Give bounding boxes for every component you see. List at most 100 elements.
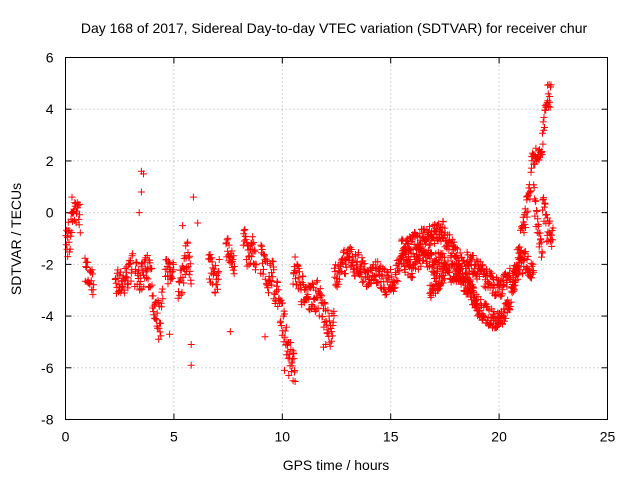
x-tick-label: 15 [383,429,399,445]
data-point [452,244,460,252]
data-point [348,246,356,253]
data-point [304,290,312,298]
data-point-outlier [285,372,293,379]
data-point [153,316,161,324]
data-point [318,313,326,321]
data-point [68,229,76,236]
data-point [282,323,290,331]
data-point [524,264,532,272]
data-point [429,234,437,242]
data-point [214,285,221,293]
data-point [524,207,532,215]
data-point [540,194,548,202]
data-point [477,296,485,304]
data-point [143,274,151,282]
data-point [527,187,535,195]
data-point [426,223,433,231]
data-point [547,231,555,239]
data-point-outlier [68,193,76,201]
data-point [267,277,275,285]
data-point [430,264,438,272]
data-point [148,265,156,272]
data-point [426,241,434,249]
data-point [335,280,343,288]
data-point [547,81,555,89]
data-point [274,286,282,294]
data-point [510,282,518,290]
data-point [63,233,71,241]
data-point [325,317,333,325]
y-tick-label: 0 [46,205,54,221]
data-point [324,306,332,314]
data-point [549,236,557,244]
data-point [277,317,285,325]
data-point-outlier [189,193,197,201]
data-point [180,279,188,287]
data-point [168,275,176,282]
data-point [121,265,129,272]
data-point [67,232,75,240]
data-point [488,269,496,277]
data-point [265,289,272,297]
data-point [89,270,96,278]
data-point [539,206,547,214]
data-point [185,271,193,279]
data-point [186,252,194,260]
data-point [538,151,546,159]
data-point [227,258,235,266]
data-point [468,283,476,291]
data-point [506,303,514,310]
data-point [266,261,274,269]
data-point [81,254,89,262]
data-point [229,255,237,263]
data-point [530,268,538,276]
data-point [127,257,134,265]
data-point [520,229,528,237]
data-point [450,238,458,246]
x-tick-label: 5 [170,429,178,445]
data-point-outlier [179,222,187,230]
data-point [444,257,452,265]
data-point [152,315,160,323]
data-point [252,261,260,269]
data-point [400,249,408,257]
data-point [540,113,548,121]
data-point [184,249,192,256]
data-point [390,287,397,295]
data-point [258,246,266,253]
data-point [269,273,277,281]
y-axis-label: SDTVAR / TECUs [8,183,24,295]
data-point [394,277,402,285]
data-point [179,265,187,272]
data-point [123,273,131,281]
data-point [214,275,222,283]
data-point [318,292,326,300]
data-point [439,249,447,257]
data-point [230,252,238,260]
data-point [291,367,299,374]
data-point [541,200,549,208]
data-point [178,288,186,296]
data-point [519,257,527,264]
data-point [541,124,548,131]
data-point [268,257,276,265]
data-point [358,278,366,286]
data-point-outlier [187,341,195,348]
data-point [230,270,238,278]
data-point [330,312,338,320]
data-point [215,267,223,275]
data-point [316,285,324,293]
data-point [371,273,378,280]
data-point [143,252,151,259]
data-point [392,271,400,279]
data-point [183,264,191,272]
data-point [378,272,386,280]
data-point [532,197,540,205]
data-point [535,156,543,164]
data-point [498,290,506,298]
data-point [336,275,343,283]
data-point [309,280,317,288]
data-point [66,245,74,253]
y-tick-label: -6 [41,360,54,376]
data-point [545,219,553,227]
